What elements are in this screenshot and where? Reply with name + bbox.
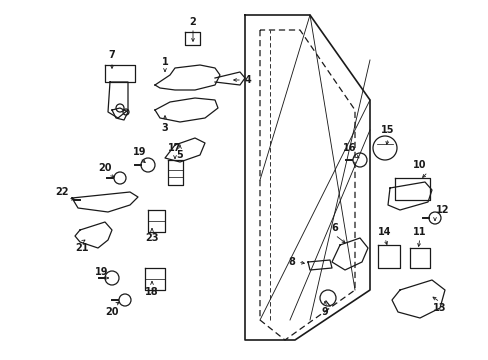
Text: 2: 2 bbox=[189, 17, 196, 27]
Text: 7: 7 bbox=[108, 50, 115, 60]
Text: 16: 16 bbox=[343, 143, 356, 153]
Text: 15: 15 bbox=[381, 125, 394, 135]
Text: 4: 4 bbox=[244, 75, 251, 85]
Text: 13: 13 bbox=[432, 303, 446, 313]
Text: 20: 20 bbox=[98, 163, 112, 173]
Text: 3: 3 bbox=[162, 123, 168, 133]
Text: 6: 6 bbox=[331, 223, 338, 233]
Text: 17: 17 bbox=[168, 143, 182, 153]
Text: 22: 22 bbox=[55, 187, 69, 197]
Text: 11: 11 bbox=[412, 227, 426, 237]
Text: 18: 18 bbox=[145, 287, 159, 297]
Text: 5: 5 bbox=[176, 150, 183, 160]
Text: 23: 23 bbox=[145, 233, 159, 243]
Text: 21: 21 bbox=[75, 243, 88, 253]
Text: 9: 9 bbox=[321, 307, 328, 317]
Text: 20: 20 bbox=[105, 307, 119, 317]
Text: 12: 12 bbox=[435, 205, 449, 215]
Text: 1: 1 bbox=[162, 57, 168, 67]
Text: 14: 14 bbox=[378, 227, 391, 237]
Text: 19: 19 bbox=[133, 147, 146, 157]
Text: 19: 19 bbox=[95, 267, 108, 277]
Text: 8: 8 bbox=[288, 257, 295, 267]
Text: 10: 10 bbox=[412, 160, 426, 170]
